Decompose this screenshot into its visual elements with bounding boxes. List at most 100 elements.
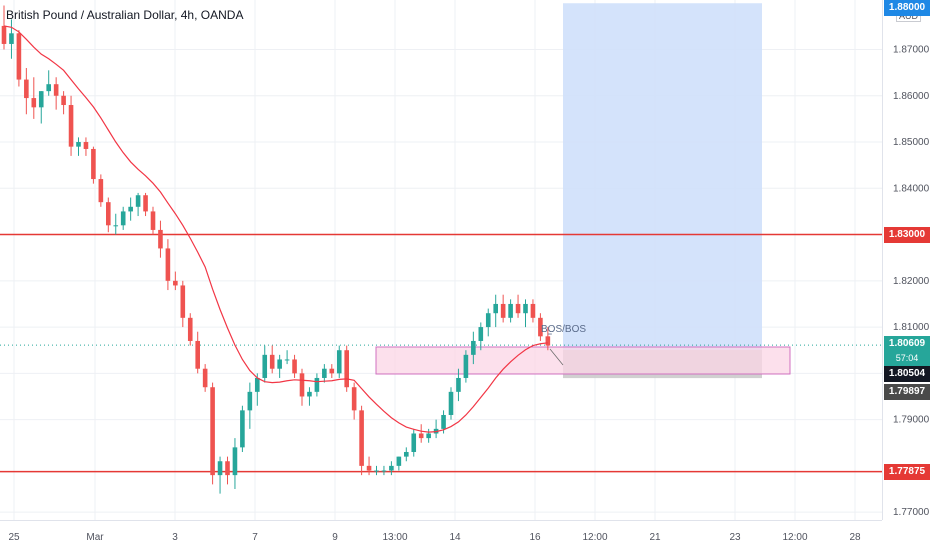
candle-body (381, 470, 387, 472)
candle-body (158, 229, 163, 249)
candle-body (1, 25, 7, 44)
price-tick-label: 1.86000 (893, 91, 930, 102)
candle-body (314, 377, 320, 392)
candle-body (24, 79, 29, 99)
candle-body (135, 195, 141, 207)
time-tick-label: 23 (729, 532, 741, 543)
moving-average-line (3, 25, 548, 433)
time-tick-label: 14 (449, 532, 461, 543)
candle-body (508, 303, 513, 318)
bos-label: BOS/BOS (541, 324, 586, 335)
time-tick-label: 28 (849, 532, 861, 543)
candle-body (478, 327, 484, 341)
candle-body (173, 280, 178, 286)
resistance-price-tag: 1.83000 (884, 226, 930, 243)
candle-body (202, 368, 208, 388)
time-tick-label: 25 (8, 532, 20, 543)
time-tick-label: 12:00 (582, 532, 607, 543)
candle-body (195, 340, 200, 369)
price-axis[interactable]: 1.87000 1.86000 1.85000 1.84000 1.82000 1.810… (882, 0, 932, 520)
candle-body (113, 225, 119, 227)
candle-body (396, 456, 402, 466)
trend-arrow (549, 348, 564, 366)
chart-area[interactable]: BOS/BOS British Pound / Australian Dolla… (0, 0, 882, 520)
candle-body (83, 142, 89, 149)
candle-body (523, 303, 528, 314)
candle-body (128, 206, 133, 212)
demand-zone (375, 346, 791, 375)
price-tick-label: 1.81000 (893, 322, 930, 333)
candle-body (448, 391, 454, 415)
candle-body (515, 303, 521, 314)
entry-price-tag: 1.80504 (884, 366, 930, 382)
price-tick-label: 1.82000 (893, 276, 930, 287)
price-tick-label: 1.84000 (893, 183, 930, 194)
candle-body (120, 211, 126, 226)
candle-body (441, 414, 446, 429)
candle-body (463, 354, 469, 378)
candle-body (426, 433, 431, 439)
candle-body (16, 33, 22, 80)
candle-body (538, 317, 543, 337)
candle-body (329, 368, 335, 374)
candle-body (307, 391, 312, 397)
candle-body (31, 98, 37, 108)
candle-body (530, 303, 536, 318)
stop-price-tag: 1.79897 (884, 384, 930, 400)
current-price-value: 1.80609 (888, 338, 926, 350)
support-price-tag: 1.77875 (884, 463, 930, 480)
candle-body (240, 410, 245, 448)
price-tick-label: 1.77000 (893, 507, 930, 518)
candles (1, 5, 551, 494)
time-tick-label: 12:00 (782, 532, 807, 543)
candle-body (255, 377, 260, 392)
candle-body (485, 313, 491, 328)
candle-body (389, 465, 394, 471)
candle-body (232, 447, 238, 476)
candle-body (277, 359, 282, 369)
price-tick-label: 1.79000 (893, 415, 930, 426)
price-chart[interactable]: BOS/BOS (0, 0, 882, 520)
candle-body (76, 142, 81, 147)
candle-body (210, 387, 215, 476)
candle-body (284, 359, 290, 361)
time-tick-label: 9 (332, 532, 338, 543)
countdown-timer: 57:04 (895, 353, 919, 364)
candle-body (500, 303, 506, 318)
candle-body (98, 179, 104, 203)
candle-body (38, 91, 44, 108)
candle-body (493, 303, 498, 314)
time-tick-label: Mar (86, 532, 104, 543)
candle-body (165, 248, 171, 281)
candle-body (106, 202, 111, 226)
candle-body (374, 470, 379, 472)
time-tick-label: 3 (172, 532, 178, 543)
candle-body (217, 461, 223, 476)
candle-body (247, 391, 253, 411)
candle-body (299, 373, 305, 397)
time-axis[interactable]: 25 Mar 3 7 9 13:00 14 16 12:00 21 23 12:00 28 (0, 520, 882, 551)
candle-body (262, 354, 268, 378)
candle-body (68, 105, 74, 147)
candle-body (269, 354, 275, 369)
candle-body (456, 377, 461, 392)
time-tick-label: 7 (252, 532, 258, 543)
candle-body (351, 387, 357, 411)
candle-body (336, 350, 342, 374)
candle-body (292, 359, 297, 374)
time-tick-label: 21 (649, 532, 661, 543)
time-tick-label: 16 (529, 532, 541, 543)
candle-body (143, 195, 148, 212)
candle-body (225, 461, 230, 476)
candle-body (366, 465, 372, 471)
candle-body (91, 148, 96, 180)
candle-body (9, 33, 14, 44)
candle-body (61, 95, 66, 106)
candle-body (471, 340, 476, 355)
candle-body (344, 350, 349, 388)
candle-body (404, 451, 409, 457)
candle-body (359, 410, 364, 466)
candle-body (411, 433, 417, 452)
chart-title: British Pound / Australian Dollar, 4h, O… (6, 8, 244, 22)
candle-body (322, 368, 327, 378)
